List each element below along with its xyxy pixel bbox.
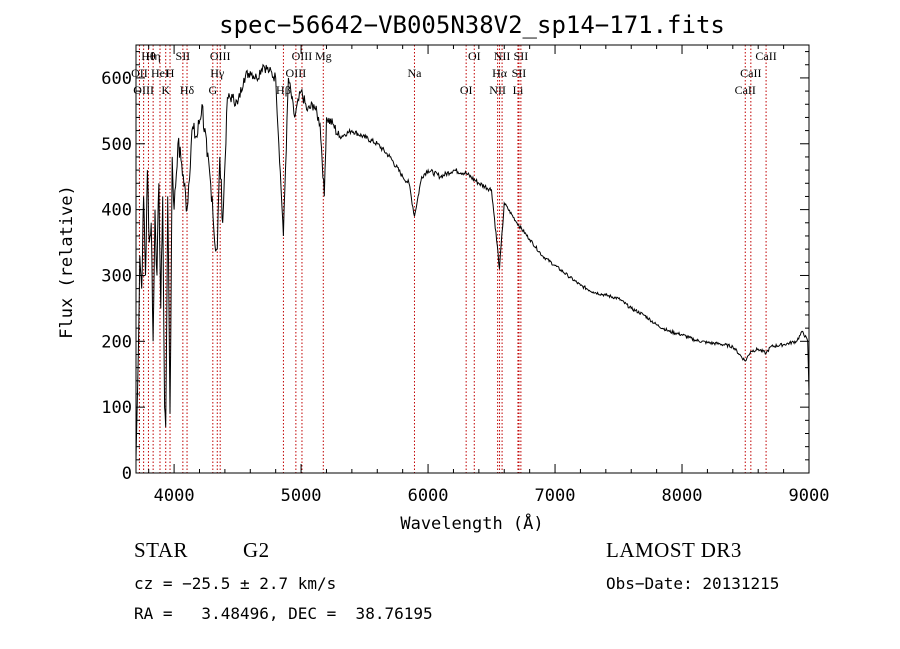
subclass-label: G2 [243,538,270,562]
y-tick-label: 0 [122,464,132,484]
spectrum-line [135,63,810,460]
emission-line-label: OIII [133,83,154,97]
emission-line-label: Li [513,83,524,97]
y-tick-label: 200 [101,332,132,352]
emission-line-label: Mg [315,49,332,63]
emission-line-label: HeI [151,66,169,80]
x-tick-label: 7000 [535,486,576,506]
emission-line-label: Hγ [210,66,225,80]
emission-line-label: G [208,83,217,97]
emission-line-label: Hβ [276,83,291,97]
emission-line-label: Hα [492,66,508,80]
y-axis-label: Flux (relative) [57,185,77,339]
y-tick-label: 300 [101,266,132,286]
chart-title: spec−56642−VB005N38V2_sp14−171.fits [219,11,725,39]
axis-ticks: 4000 5000 6000 7000 8000 9000 0 100 200 300 400 500… [101,45,829,506]
emission-line-label: CaII [755,49,776,63]
emission-line-layer [138,45,767,473]
x-tick-label: 5000 [281,486,322,506]
emission-line-label: OIII [210,49,231,63]
survey-label: LAMOST DR3 [606,538,742,562]
emission-line-label: SII [512,66,527,80]
coords-label: RA = 3.48496, DEC = 38.76195 [134,604,433,623]
x-axis-label: Wavelength (Å) [400,512,543,534]
emission-line-label: OIII [292,49,313,63]
emission-line-label: H [166,66,175,80]
emission-line-label: OI [460,83,473,97]
emission-line-label: SII [176,49,191,63]
x-tick-label: 4000 [154,486,195,506]
emission-line-label: OIII [286,66,307,80]
emission-line-label: Hδ [180,83,195,97]
emission-line-label: K [161,83,170,97]
emission-line-label: OII [131,66,148,80]
emission-line-label: CaII [740,66,761,80]
object-class-label: STAR [134,538,188,562]
x-tick-label: 8000 [662,486,703,506]
emission-line-label: OI [468,49,481,63]
x-tick-label: 6000 [408,486,449,506]
emission-line-label: NII [494,49,511,63]
y-tick-label: 400 [101,201,132,221]
emission-line-label: SII [514,49,529,63]
emission-line-label: Hη [146,49,161,63]
obs-date-label: Obs−Date: 20131215 [606,574,780,593]
y-tick-label: 500 [101,135,132,155]
y-tick-label: 600 [101,69,132,89]
emission-line-label: Hθ [141,49,156,63]
emission-line-label: Na [407,66,422,80]
x-tick-label: 9000 [789,486,830,506]
emission-line-label: CaII [735,83,756,97]
emission-label-layer: HθOIIOIIIHηHeIKSIIHHδOIIIHγGOIIIOIIIHβMg… [131,49,777,97]
y-tick-label: 100 [101,398,132,418]
cz-label: cz = −25.5 ± 2.7 km/s [134,574,337,593]
plot-frame [135,44,810,474]
emission-line-label: NII [489,83,506,97]
